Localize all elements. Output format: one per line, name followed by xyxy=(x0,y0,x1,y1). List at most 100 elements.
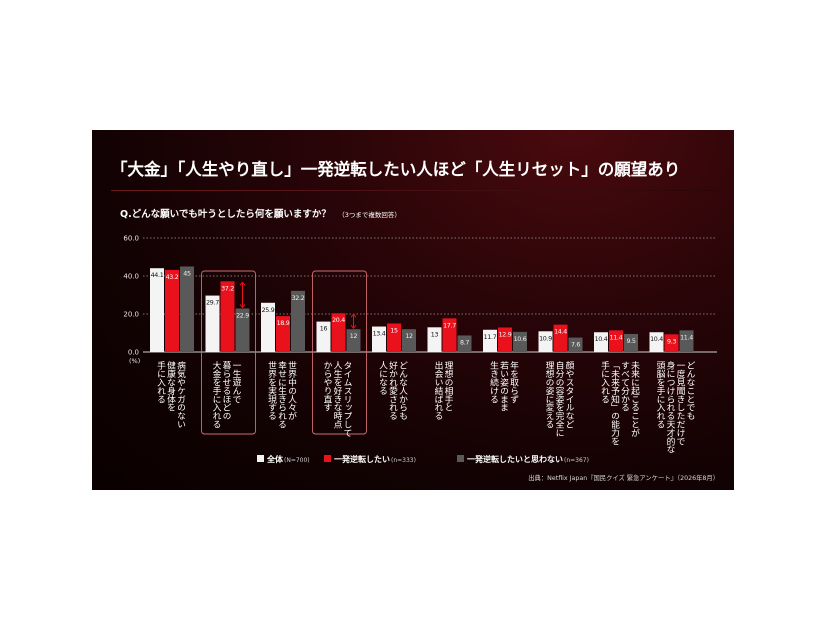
category-label-line: 出会い結ばれる xyxy=(433,360,443,420)
y-tick-label: 60.0 xyxy=(123,235,139,243)
category-label-line: 世界を実現する xyxy=(266,360,276,420)
bar-not_want xyxy=(513,331,527,352)
chart-title: 「大金」「人生やり直し」一発逆転したい人ほど「人生リセット」の願望あり xyxy=(111,159,680,179)
question-label: Q.どんな願いでも叶うとしたら何を願いますか？ xyxy=(120,208,331,220)
arrow-head-up xyxy=(239,281,246,286)
bar-all xyxy=(150,268,164,352)
bar-all xyxy=(649,332,664,352)
legend-item-want: 一発逆転したい(n=333) xyxy=(324,454,416,464)
bar-want xyxy=(387,323,401,352)
category-label-line: 人になる xyxy=(377,361,387,395)
arrow-head-up xyxy=(350,313,357,318)
highlight-box xyxy=(201,270,256,435)
data-label: 11.4 xyxy=(610,334,623,341)
data-label: 12 xyxy=(405,333,413,340)
category-label-line: どんなことでも xyxy=(685,361,695,420)
data-label: 37.2 xyxy=(221,285,234,292)
highlight-boxes xyxy=(201,270,367,435)
data-label: 9.5 xyxy=(626,338,635,345)
bar-want xyxy=(498,327,512,352)
bar-not_want xyxy=(624,333,638,352)
data-label: 12.9 xyxy=(499,331,512,338)
category-label-line: 健康な身体を xyxy=(165,361,175,412)
data-label: 16 xyxy=(320,326,328,333)
category-label-line: 理想の相手と xyxy=(443,361,453,412)
category-label-line: 未来に起こることが xyxy=(629,360,639,437)
category-label-line: 自分の容姿を完全に xyxy=(554,360,564,437)
data-label: 45 xyxy=(183,271,191,278)
bar-want xyxy=(664,334,679,352)
title-underline xyxy=(111,190,715,191)
question-text: Q.どんな願いでも叶うとしたら何を願いますか？ （3つまで複数回答） xyxy=(120,208,401,220)
legend-swatch xyxy=(324,455,331,462)
data-label: 10.4 xyxy=(595,336,608,343)
question-note: （3つまで複数回答） xyxy=(338,210,401,219)
data-label: 9.3 xyxy=(667,338,676,345)
data-label: 15 xyxy=(390,328,398,335)
category-label-line: 大金を手に入れる xyxy=(211,360,221,429)
category-label-line: 理想の姿に変える xyxy=(544,361,554,429)
category-label-line: 手に入れる xyxy=(155,360,165,404)
bar-all xyxy=(427,327,442,352)
bar-want xyxy=(276,316,290,352)
category-label-line: 人生を好きな時点 xyxy=(332,361,342,430)
data-label: 32.2 xyxy=(292,295,305,302)
category-label-line: 年を取らず xyxy=(508,360,518,404)
legend-series-name: 全体 xyxy=(266,454,284,464)
category-label-line: 一生遊んで xyxy=(231,361,241,403)
data-label: 12 xyxy=(350,333,358,340)
data-label: 13.4 xyxy=(373,331,386,338)
y-tick-label: 0.0 xyxy=(128,349,139,357)
legend-swatch xyxy=(457,455,464,462)
bar-not_want xyxy=(457,335,472,352)
data-label: 43.2 xyxy=(166,274,179,281)
category-label-line: 身につけられる天才的な xyxy=(665,360,675,454)
legend-item-all: 全体(N=700) xyxy=(257,454,310,464)
bar-want xyxy=(220,281,235,352)
category-label-line: 一度見聞きしただけで xyxy=(675,361,685,445)
category-label-line: 病気やケガのない xyxy=(175,360,185,428)
data-label: 10.4 xyxy=(650,336,663,343)
category-label-line: タイムスリップして xyxy=(342,361,352,437)
legend-label: 全体(N=700) xyxy=(266,454,310,464)
data-label: 25.9 xyxy=(262,307,275,314)
legend-item-not_want: 一発逆転したいと思わない(n=367) xyxy=(457,454,589,464)
bar-all xyxy=(205,295,220,352)
y-unit-label: (%) xyxy=(129,357,140,365)
data-label: 17.7 xyxy=(443,322,456,329)
category-labels: 病気やケガのない健康な身体を手に入れる 一生遊んで暮らせるほどの大金を手に入れる世… xyxy=(155,360,695,454)
category-label-line: 頭脳を手に入れる xyxy=(655,361,665,429)
data-label: 7.6 xyxy=(571,342,580,349)
legend-series-n: (n=367) xyxy=(564,457,589,464)
category-label-line: どんな人からも xyxy=(397,361,407,420)
y-tick-label: 40.0 xyxy=(123,273,139,281)
y-tick-label: 20.0 xyxy=(123,311,139,319)
category-label-line: 手に入れる xyxy=(599,360,609,404)
data-label: 44.1 xyxy=(151,272,164,279)
chart-panel: 「大金」「人生やり直し」一発逆転したい人ほど「人生リセット」の願望あり Q.どん… xyxy=(92,130,734,490)
category-label-line: 暮らせるほどの xyxy=(221,360,231,420)
data-label: 18.9 xyxy=(277,320,290,327)
legend-series-name: 一発逆転したいと思わない xyxy=(467,454,563,464)
legend-series-n: (n=333) xyxy=(391,457,416,464)
highlight-box xyxy=(312,270,367,435)
data-label: 13 xyxy=(431,331,439,338)
arrow-head-down xyxy=(239,304,246,309)
bar-all xyxy=(594,332,608,352)
bar-all xyxy=(261,302,275,352)
bar-not_want xyxy=(402,329,416,352)
data-label: 8.7 xyxy=(460,339,469,346)
data-label: 11.7 xyxy=(484,334,497,341)
bar-want xyxy=(165,269,179,352)
category-label-line: 生き続ける xyxy=(488,360,498,404)
bar-all xyxy=(483,329,497,352)
bar-all xyxy=(538,331,553,352)
